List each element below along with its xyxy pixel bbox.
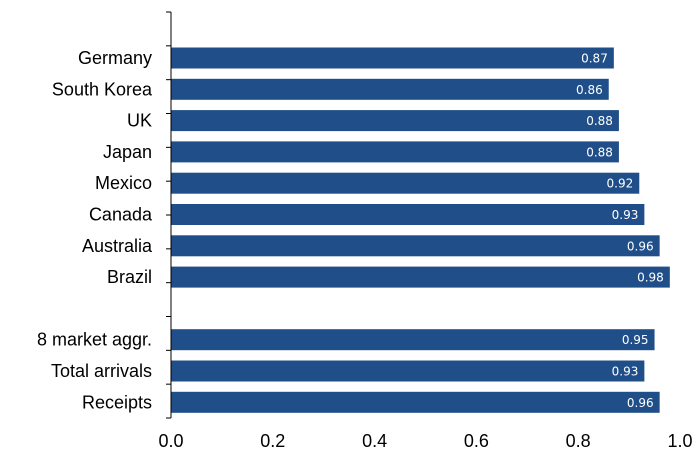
data-label: 0.88 bbox=[586, 145, 613, 159]
category-label: Germany bbox=[78, 48, 152, 68]
category-label: 8 market aggr. bbox=[37, 330, 152, 350]
bar bbox=[171, 79, 609, 100]
data-label: 0.95 bbox=[622, 333, 649, 347]
x-tick-labels: 0.0 0.2 0.4 0.6 0.8 1.0 bbox=[158, 431, 692, 451]
x-tick-label: 0.2 bbox=[260, 431, 285, 451]
category-label: Brazil bbox=[107, 267, 152, 287]
category-label: Total arrivals bbox=[51, 361, 152, 381]
data-label: 0.96 bbox=[627, 239, 654, 253]
bar bbox=[171, 204, 644, 225]
x-tick-label: 1.0 bbox=[667, 431, 692, 451]
category-label: Receipts bbox=[82, 392, 152, 412]
category-label: Canada bbox=[89, 205, 153, 225]
category-labels: Germany South Korea UK Japan Mexico Canada Aus… bbox=[37, 48, 153, 412]
data-labels: 0.87 0.86 0.88 0.88 0.92 0.93 0.96 0.98 0.95 0.93… bbox=[576, 52, 664, 410]
bar bbox=[171, 141, 619, 162]
data-label: 0.93 bbox=[612, 365, 639, 379]
x-tick-label: 0.8 bbox=[566, 431, 591, 451]
bar bbox=[171, 173, 639, 194]
data-label: 0.88 bbox=[586, 114, 613, 128]
category-label: South Korea bbox=[52, 79, 153, 99]
axes-group bbox=[166, 12, 171, 418]
data-label: 0.93 bbox=[612, 208, 639, 222]
bar bbox=[171, 110, 619, 131]
x-tick-label: 0.4 bbox=[362, 431, 387, 451]
data-label: 0.96 bbox=[627, 396, 654, 410]
bar bbox=[171, 235, 660, 256]
data-label: 0.98 bbox=[637, 271, 664, 285]
bar bbox=[171, 329, 655, 350]
data-label: 0.86 bbox=[576, 83, 603, 97]
bar bbox=[171, 392, 660, 413]
data-label: 0.92 bbox=[607, 177, 634, 191]
category-label: UK bbox=[127, 111, 152, 131]
data-label: 0.87 bbox=[581, 52, 608, 66]
category-label: Mexico bbox=[95, 173, 152, 193]
category-label: Australia bbox=[82, 236, 153, 256]
x-tick-label: 0.0 bbox=[158, 431, 183, 451]
bar bbox=[171, 48, 614, 69]
bar bbox=[171, 267, 670, 288]
category-label: Japan bbox=[103, 142, 152, 162]
bar bbox=[171, 361, 644, 382]
x-tick-label: 0.6 bbox=[464, 431, 489, 451]
bars-group bbox=[171, 48, 670, 413]
